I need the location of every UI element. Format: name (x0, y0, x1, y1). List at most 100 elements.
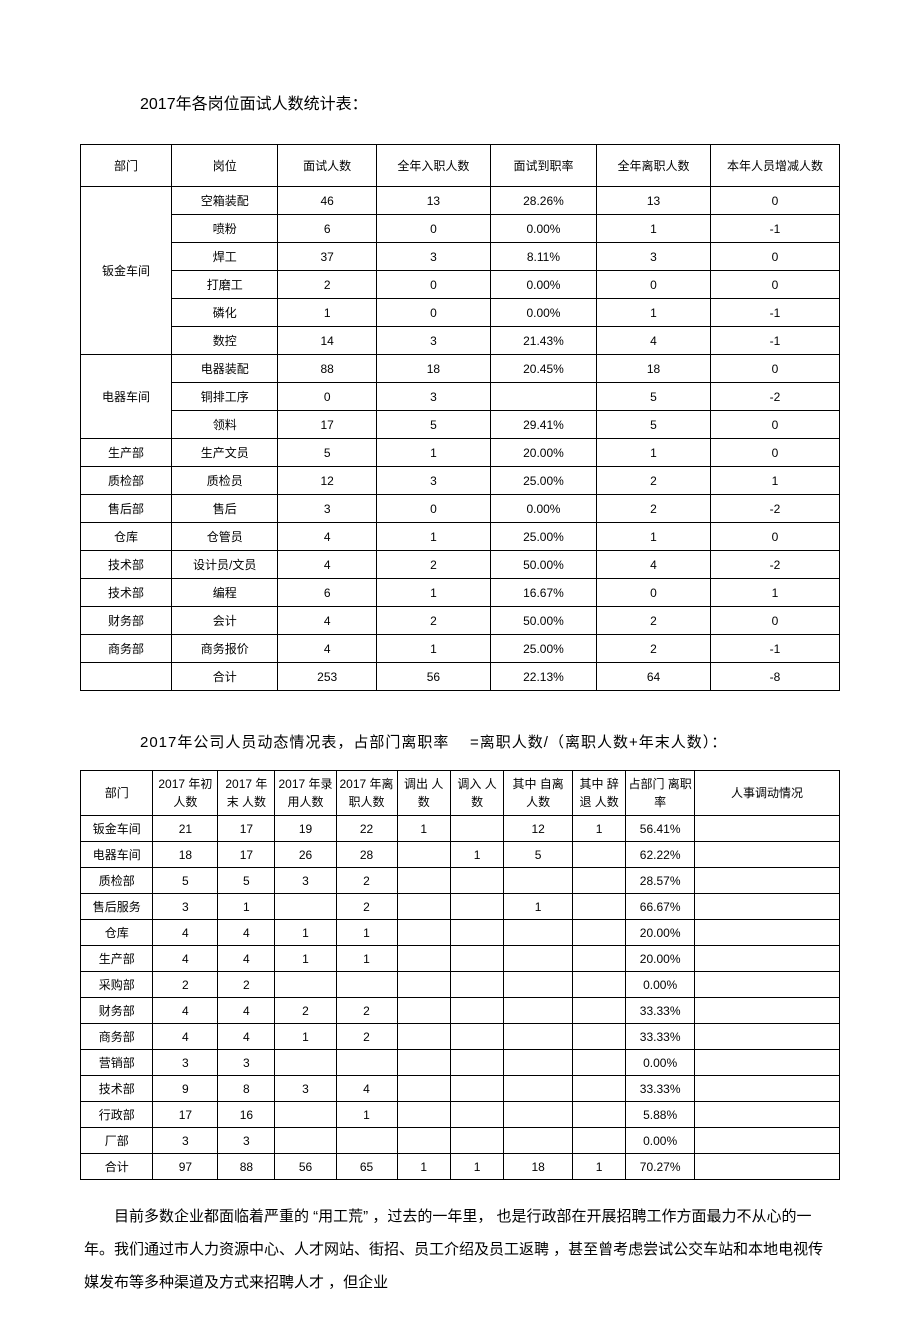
data-cell: 2 (597, 607, 711, 635)
data-cell: -1 (710, 327, 839, 355)
table-row: 质检部553228.57% (81, 868, 840, 894)
data-cell (450, 1050, 503, 1076)
data-cell (694, 868, 839, 894)
data-cell (450, 816, 503, 842)
data-cell: 1 (597, 523, 711, 551)
data-cell: 28.57% (626, 868, 695, 894)
data-cell (397, 1102, 450, 1128)
data-cell (275, 1050, 336, 1076)
data-cell: 2 (597, 635, 711, 663)
dept-cell: 财务部 (81, 607, 172, 635)
data-cell: 2 (336, 894, 397, 920)
table-row: 财务部会计4250.00%20 (81, 607, 840, 635)
data-cell: 3 (597, 243, 711, 271)
table2-header-cell: 其中 辞退 人数 (572, 771, 625, 816)
data-cell: 5 (597, 411, 711, 439)
data-cell: 领料 (172, 411, 278, 439)
data-cell: 5 (153, 868, 218, 894)
data-cell: 50.00% (490, 551, 596, 579)
title2-part-b: =离职人数/（离职人数+年末人数）： (470, 734, 727, 751)
data-cell: 会计 (172, 607, 278, 635)
data-cell: 9 (153, 1076, 218, 1102)
data-cell: 0.00% (490, 271, 596, 299)
data-cell: 0.00% (626, 972, 695, 998)
data-cell (397, 1050, 450, 1076)
data-cell: 0 (278, 383, 377, 411)
table-row: 商务部441233.33% (81, 1024, 840, 1050)
data-cell: 2 (153, 972, 218, 998)
data-cell: 5 (278, 439, 377, 467)
table1-header-cell: 部门 (81, 145, 172, 187)
data-cell: 4 (597, 551, 711, 579)
data-cell (397, 946, 450, 972)
data-cell (504, 920, 573, 946)
data-cell: 喷粉 (172, 215, 278, 243)
data-cell: 4 (278, 551, 377, 579)
data-cell (572, 1102, 625, 1128)
data-cell (572, 998, 625, 1024)
data-cell: 33.33% (626, 998, 695, 1024)
data-cell (504, 1102, 573, 1128)
data-cell: 33.33% (626, 1024, 695, 1050)
table2-header-cell: 调出 人数 (397, 771, 450, 816)
data-cell: 16 (218, 1102, 275, 1128)
data-cell: 1 (504, 894, 573, 920)
interview-stats-table: 部门岗位面试人数全年入职人数面试到职率全年离职人数本年人员增减人数 钣金车间空箱… (80, 144, 840, 691)
table-row: 电器车间181726281562.22% (81, 842, 840, 868)
data-cell: 3 (153, 894, 218, 920)
data-cell: -1 (710, 299, 839, 327)
table-row: 仓库441120.00% (81, 920, 840, 946)
data-cell: 2 (336, 998, 397, 1024)
data-cell: 合计 (172, 663, 278, 691)
data-cell: 电器车间 (81, 842, 153, 868)
data-cell: 合计 (81, 1154, 153, 1180)
data-cell (694, 842, 839, 868)
data-cell (275, 1102, 336, 1128)
data-cell: 0 (710, 607, 839, 635)
data-cell: 33.33% (626, 1076, 695, 1102)
data-cell (450, 972, 503, 998)
data-cell (572, 946, 625, 972)
data-cell: 16.67% (490, 579, 596, 607)
data-cell (450, 868, 503, 894)
data-cell (490, 383, 596, 411)
table2-header-cell: 2017 年录 用人数 (275, 771, 336, 816)
table-row: 钣金车间21171922112156.41% (81, 816, 840, 842)
data-cell: 1 (710, 467, 839, 495)
table-row: 生产部生产文员5120.00%10 (81, 439, 840, 467)
data-cell: 26 (275, 842, 336, 868)
data-cell: 1 (376, 579, 490, 607)
data-cell: 1 (597, 299, 711, 327)
data-cell (694, 816, 839, 842)
data-cell: 20.00% (490, 439, 596, 467)
data-cell: 5 (597, 383, 711, 411)
data-cell (694, 946, 839, 972)
data-cell (336, 1050, 397, 1076)
data-cell: 66.67% (626, 894, 695, 920)
data-cell: 2 (597, 495, 711, 523)
data-cell: 70.27% (626, 1154, 695, 1180)
data-cell: 0 (710, 523, 839, 551)
table1-header-cell: 全年入职人数 (376, 145, 490, 187)
data-cell (572, 920, 625, 946)
table2-header-cell: 占部门 离职率 (626, 771, 695, 816)
data-cell: 18 (597, 355, 711, 383)
data-cell (504, 1128, 573, 1154)
body-paragraph: 目前多数企业都面临着严重的 “用工荒” ，过去的一年里， 也是行政部在开展招聘工… (80, 1200, 840, 1299)
data-cell: 钣金车间 (81, 816, 153, 842)
data-cell: 1 (275, 946, 336, 972)
data-cell: 0.00% (626, 1050, 695, 1076)
table-row: 技术部设计员/文员4250.00%4-2 (81, 551, 840, 579)
data-cell (572, 972, 625, 998)
data-cell: 37 (278, 243, 377, 271)
data-cell: 4 (336, 1076, 397, 1102)
data-cell (572, 1024, 625, 1050)
data-cell: 编程 (172, 579, 278, 607)
data-cell: 3 (153, 1128, 218, 1154)
data-cell (336, 972, 397, 998)
data-cell: 1 (376, 523, 490, 551)
data-cell: 4 (153, 946, 218, 972)
data-cell: 6 (278, 215, 377, 243)
data-cell: 22.13% (490, 663, 596, 691)
data-cell: 4 (278, 607, 377, 635)
